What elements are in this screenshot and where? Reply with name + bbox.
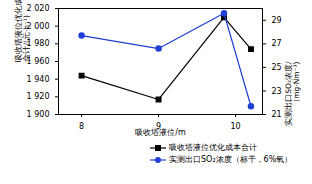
svg-text:2 020: 2 020 [27,4,50,13]
svg-text:实测出口SO₂浓度/(mg·Nm⁻³): 实测出口SO₂浓度/(mg·Nm⁻³) [284,61,301,126]
svg-text:1 900: 1 900 [27,110,50,119]
svg-text:1 920: 1 920 [27,92,50,101]
svg-text:8: 8 [79,122,84,131]
html-text:实测出口SO₂浓度（标干，6%氧）: 实测出口SO₂浓度（标干，6%氧） [169,155,293,164]
html-text:吸收塔液位优化成本合计: 吸收塔液位优化成本合计 [169,143,257,152]
svg-text:21: 21 [272,110,282,119]
svg-text:吸收塔液位/m: 吸收塔液位/m [135,128,186,137]
svg-text:吸收塔液位优化成本合计/(元·h⁻¹): 吸收塔液位优化成本合计/(元·h⁻¹) [14,0,31,62]
svg-text:25: 25 [272,63,282,72]
svg-text:2 000: 2 000 [26,21,50,31]
svg-text:29: 29 [272,16,282,25]
svg-text:27: 27 [272,39,282,48]
svg-text:1 960: 1 960 [26,57,50,67]
svg-text:23: 23 [272,87,282,96]
svg-text:10: 10 [230,122,240,131]
svg-text:1 940: 1 940 [27,75,50,84]
svg-text:1 980: 1 980 [26,39,50,49]
